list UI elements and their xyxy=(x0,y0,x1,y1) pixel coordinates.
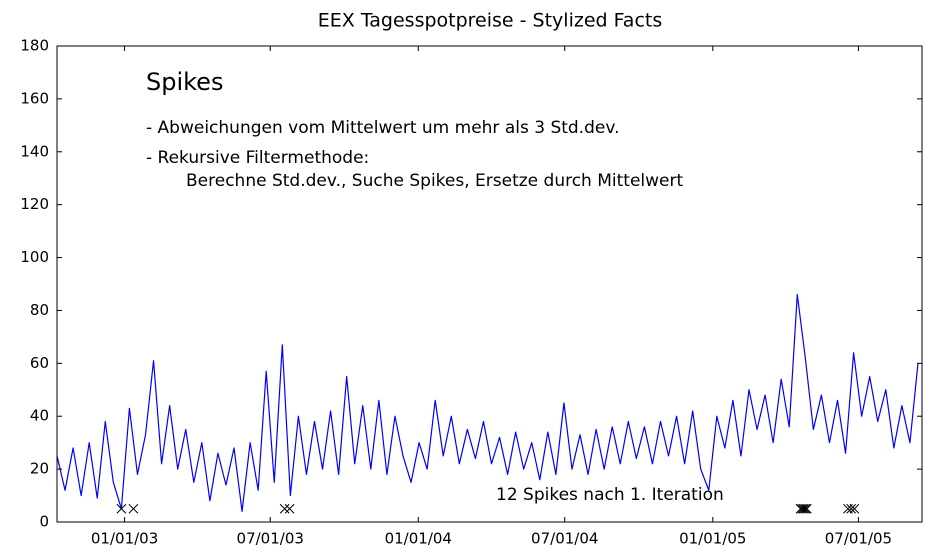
spike-marker xyxy=(846,503,857,514)
price-line xyxy=(56,293,919,513)
x-tick-label: 07/01/03 xyxy=(237,530,304,548)
x-tick-label: 07/01/04 xyxy=(531,530,598,548)
y-tick-label: 20 xyxy=(30,460,49,478)
y-tick-label: 0 xyxy=(39,513,49,531)
y-tick-label: 40 xyxy=(30,407,49,425)
y-tick-label: 120 xyxy=(20,195,49,213)
annotation: - Abweichungen vom Mittelwert um mehr al… xyxy=(146,118,620,138)
x-tick-label: 01/01/05 xyxy=(679,530,746,548)
spike-marker xyxy=(802,503,812,514)
annotation: Berechne Std.dev., Suche Spikes, Ersetze… xyxy=(186,171,683,191)
spike-marker xyxy=(116,503,127,514)
chart-title: EEX Tagesspotpreise - Stylized Facts xyxy=(318,10,663,32)
annotation: 12 Spikes nach 1. Iteration xyxy=(496,485,724,505)
y-tick-label: 60 xyxy=(30,354,49,372)
y-tick-label: 80 xyxy=(30,301,49,319)
y-tick-label: 180 xyxy=(20,37,49,55)
spike-marker xyxy=(128,503,139,514)
spike-marker xyxy=(279,503,290,514)
annotation: - Rekursive Filtermethode: xyxy=(146,148,369,168)
x-tick-label: 01/01/04 xyxy=(385,530,452,548)
spike-marker xyxy=(284,503,295,514)
y-tick-label: 160 xyxy=(20,89,49,107)
spike-marker xyxy=(798,503,809,514)
x-tick-label: 01/01/03 xyxy=(91,530,158,548)
spike-marker xyxy=(797,503,807,514)
annotation: Spikes xyxy=(146,68,223,96)
y-tick-label: 100 xyxy=(20,248,49,266)
plot-frame xyxy=(56,45,923,523)
spike-marker xyxy=(800,503,811,514)
spike-marker xyxy=(849,503,860,514)
y-tick-label: 140 xyxy=(20,142,49,160)
x-tick-label: 07/01/05 xyxy=(825,530,892,548)
